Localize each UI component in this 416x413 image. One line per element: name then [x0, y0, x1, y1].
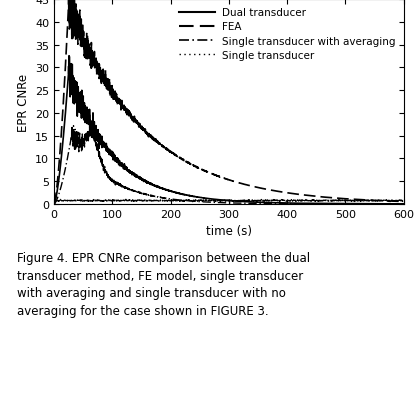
- Y-axis label: EPR CNRe: EPR CNRe: [17, 73, 30, 131]
- Legend: Dual transducer, FEA, Single transducer with averaging, Single transducer: Dual transducer, FEA, Single transducer …: [176, 5, 398, 64]
- X-axis label: time (s): time (s): [206, 225, 252, 238]
- Text: Figure 4. EPR CNRe comparison between the dual
transducer method, FE model, sing: Figure 4. EPR CNRe comparison between th…: [17, 252, 310, 317]
